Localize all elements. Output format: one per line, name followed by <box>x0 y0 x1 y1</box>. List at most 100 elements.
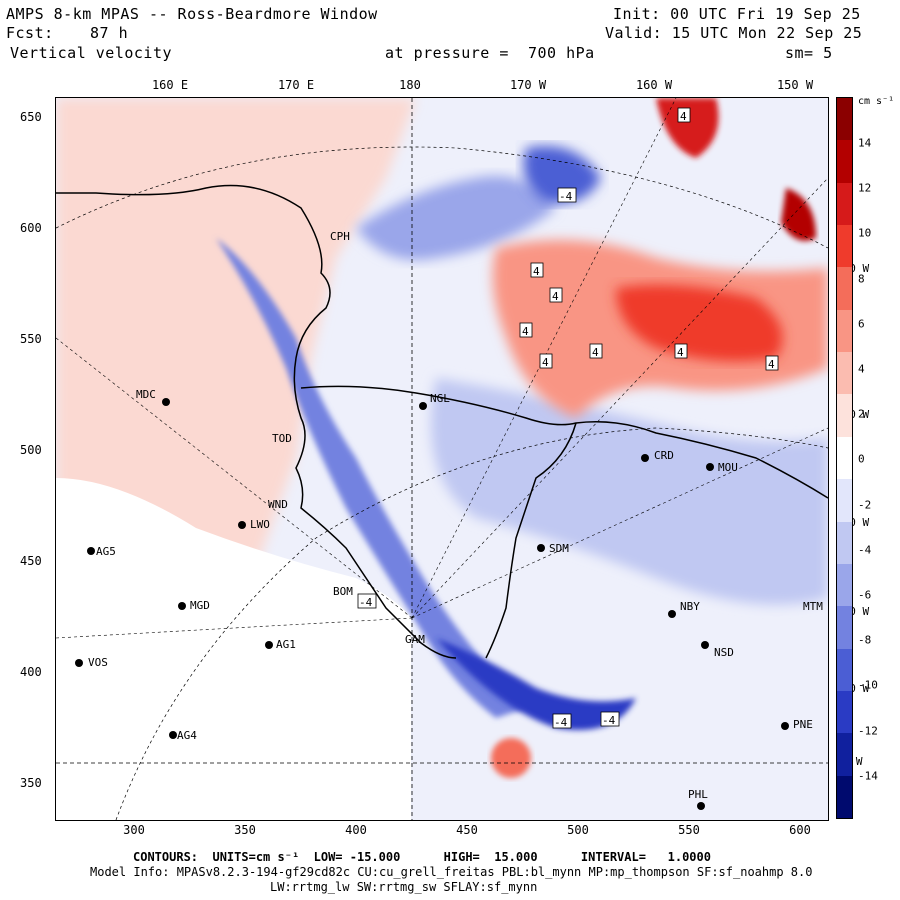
colorbar-segment <box>837 733 852 777</box>
negative-region <box>356 176 556 260</box>
meridian <box>411 427 828 619</box>
station-label: AG5 <box>96 545 116 558</box>
contour-label: 4 <box>542 356 549 369</box>
colorbar-label: -8 <box>858 633 872 647</box>
station-label: MDC <box>136 388 156 401</box>
y-tick: 650 <box>20 110 42 124</box>
station-marker <box>419 402 427 410</box>
station-marker <box>169 731 177 739</box>
station-marker <box>238 521 246 529</box>
lon-label: 160 W <box>635 78 673 92</box>
station-label: AG1 <box>276 638 296 651</box>
colorbar-segment <box>837 690 852 734</box>
colorbar-segment <box>837 521 852 565</box>
station-label: SDM <box>549 542 569 555</box>
station-marker <box>706 463 714 471</box>
station-marker <box>697 802 705 810</box>
meridian <box>411 98 677 619</box>
contour-label-group: 4 4 4 4 4 4 4 4 -4 -4 -4 -4 <box>357 107 779 729</box>
colorbar-segment <box>837 225 852 268</box>
colorbar-segment <box>837 648 852 692</box>
latitude-circle <box>115 427 828 820</box>
pressure-level: at pressure = 700 hPa <box>385 44 595 62</box>
lon-label: 160 E <box>151 78 189 92</box>
positive-core <box>491 738 531 778</box>
forecast-label: Fcst: <box>6 24 54 42</box>
station-marker <box>537 544 545 552</box>
lon-label: 170 E <box>277 78 315 92</box>
contour-label: 4 <box>680 110 687 123</box>
contour-label: 4 <box>552 290 559 303</box>
x-tick: 300 <box>123 823 145 837</box>
colorbar-label: 0 <box>858 452 865 466</box>
colorbar-segment <box>837 436 852 480</box>
map-canvas: 4 4 4 4 4 4 4 4 -4 -4 -4 -4 <box>56 98 828 820</box>
y-tick: 500 <box>20 443 42 457</box>
colorbar-segment <box>837 775 852 819</box>
x-tick: 500 <box>567 823 589 837</box>
station-label: NGL <box>430 392 450 405</box>
station-marker <box>87 547 95 555</box>
colorbar-segment <box>837 394 852 438</box>
positive-core <box>656 98 719 158</box>
colorbar-label: 10 <box>858 226 872 240</box>
lon-label: 170 W <box>509 78 547 92</box>
x-tick: 550 <box>678 823 700 837</box>
contour-label: 4 <box>533 265 540 278</box>
contour-label: 4 <box>768 358 775 371</box>
x-tick: 600 <box>789 823 811 837</box>
x-tick: 450 <box>456 823 478 837</box>
y-tick: 400 <box>20 665 42 679</box>
station-label: GAM <box>405 633 425 646</box>
ice-shelf-edge <box>300 385 828 499</box>
colorbar-segment <box>837 267 852 311</box>
y-tick: 550 <box>20 332 42 346</box>
colorbar-segment <box>837 309 852 353</box>
station-marker <box>178 602 186 610</box>
contour-label: -4 <box>359 596 373 609</box>
station-label: NSD <box>714 646 734 659</box>
colorbar <box>836 97 853 819</box>
latitude-circle <box>56 146 828 249</box>
contour-label: 4 <box>592 346 599 359</box>
station-marker <box>641 454 649 462</box>
x-tick: 350 <box>234 823 256 837</box>
station-label: AG4 <box>177 729 197 742</box>
station-label: BOM <box>333 585 353 598</box>
station-label: CPH <box>330 230 350 243</box>
colorbar-label: 12 <box>858 181 872 195</box>
colorbar-label: -12 <box>858 724 878 738</box>
positive-region <box>56 98 416 618</box>
model-info: Model Info: MPASv8.2.3-194-gf29cd82c CU:… <box>90 865 813 879</box>
negative-region <box>431 378 828 605</box>
colorbar-segment <box>837 606 852 650</box>
colorbar-label: -14 <box>858 769 878 783</box>
station-label: LWO <box>250 518 270 531</box>
colorbar-label: 8 <box>858 272 865 286</box>
y-tick: 450 <box>20 554 42 568</box>
grounding-line <box>485 422 577 659</box>
contour-label: 4 <box>522 325 529 338</box>
colorbar-segment <box>837 352 852 395</box>
station-label: MTM <box>803 600 823 613</box>
colorbar-label: -10 <box>858 678 878 692</box>
forecast-hour: 87 h <box>90 24 129 42</box>
missing-data-region <box>56 478 411 820</box>
station-label: VOS <box>88 656 108 669</box>
station-label: NBY <box>680 600 700 613</box>
contour-info: CONTOURS: UNITS=cm s⁻¹ LOW= -15.000 HIGH… <box>133 850 711 864</box>
contour-label: -4 <box>554 716 568 729</box>
colorbar-units: cm s⁻¹ <box>858 96 895 107</box>
station-label: PNE <box>793 718 813 731</box>
station-label: MOU <box>718 461 738 474</box>
contour-label: -4 <box>602 714 616 727</box>
contour-label: 4 <box>677 346 684 359</box>
negative-core <box>523 146 601 204</box>
positive-core <box>781 188 816 241</box>
contour-label: -4 <box>559 190 573 203</box>
colorbar-label: -4 <box>858 543 872 557</box>
colorbar-label: -2 <box>858 498 872 512</box>
station-marker <box>75 659 83 667</box>
colorbar-segment <box>837 563 852 607</box>
meridian <box>411 177 828 619</box>
